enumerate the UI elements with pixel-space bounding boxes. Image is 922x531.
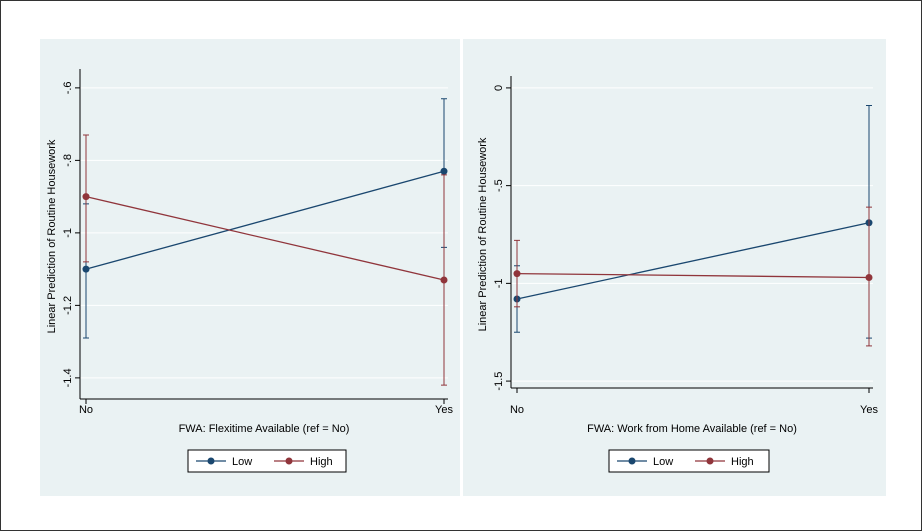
x-axis-title: FWA: Work from Home Available (ref = No) bbox=[587, 423, 797, 435]
y-tick-label: -1.2 bbox=[62, 296, 74, 315]
legend-marker-high bbox=[285, 457, 293, 465]
legend-marker-low bbox=[207, 457, 215, 465]
left-chart-svg: -.6 -.8 -1 -1.2 -1.4 Linear Prediction of Rou… bbox=[46, 69, 453, 473]
legend-label-low: Low bbox=[232, 456, 252, 468]
left-chart-panel: -.6 -.8 -1 -1.2 -1.4 Linear Prediction of Rou… bbox=[40, 39, 460, 496]
legend-box bbox=[187, 449, 347, 473]
legend-label-low: Low bbox=[653, 456, 673, 468]
y-tick-label: -1 bbox=[62, 228, 74, 238]
legend-marker-low bbox=[628, 457, 636, 465]
y-tick-label: -.6 bbox=[62, 81, 74, 94]
y-tick-label: -.5 bbox=[493, 179, 505, 192]
series-line-low bbox=[85, 170, 445, 270]
y-tick-label: -.8 bbox=[62, 154, 74, 167]
y-tick-label: -1 bbox=[493, 278, 505, 288]
legend-box bbox=[608, 449, 770, 473]
legend-label-high: High bbox=[310, 456, 333, 468]
x-tick-label: Yes bbox=[435, 404, 453, 416]
y-axis-title: Linear Prediction of Routine Housework bbox=[477, 137, 489, 331]
x-tick-label: No bbox=[510, 404, 524, 416]
x-axis-title: FWA: Flexitime Available (ref = No) bbox=[179, 423, 350, 435]
data-point-low bbox=[440, 167, 448, 175]
data-point-high bbox=[513, 270, 521, 278]
series-line-low bbox=[516, 222, 870, 300]
y-tick-label: -1.4 bbox=[62, 368, 74, 387]
series-line-high bbox=[85, 195, 445, 281]
legend-marker-high bbox=[706, 457, 714, 465]
data-point-high bbox=[440, 276, 448, 284]
x-tick-label: Yes bbox=[860, 404, 878, 416]
y-axis-title: Linear Prediction of Routine Housework bbox=[46, 139, 58, 333]
data-point-low bbox=[82, 265, 90, 273]
data-point-high bbox=[82, 193, 90, 201]
series-line-high bbox=[516, 272, 870, 279]
right-chart-panel: 0 -.5 -1 -1.5 Linear Prediction of Routine H… bbox=[463, 39, 886, 496]
y-tick-label: 0 bbox=[493, 85, 505, 91]
right-chart-svg: 0 -.5 -1 -1.5 Linear Prediction of Routine H… bbox=[477, 76, 878, 473]
x-tick-label: No bbox=[79, 404, 93, 416]
y-tick-label: -1.5 bbox=[493, 372, 505, 391]
data-point-high bbox=[865, 274, 873, 281]
legend-label-high: High bbox=[731, 456, 754, 468]
